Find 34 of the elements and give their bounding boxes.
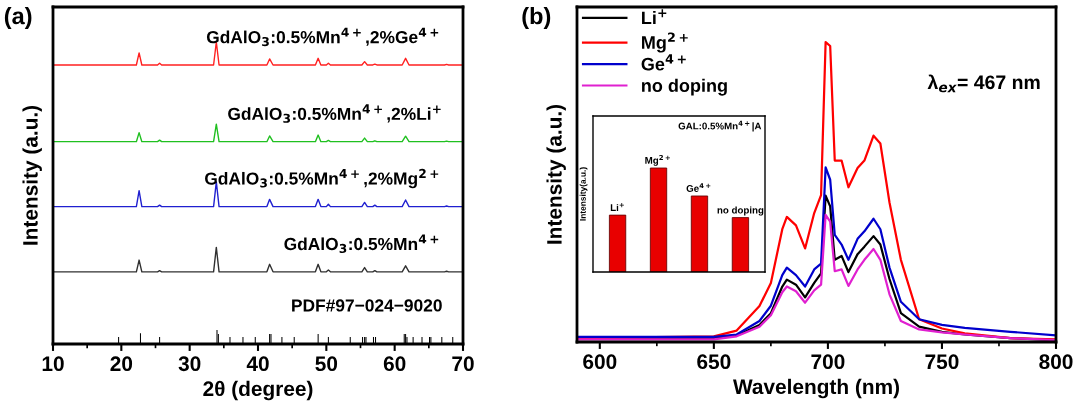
y-axis-title: Intensity (a.u.) — [22, 105, 42, 245]
y-axis-title: Intensity(a.u.) — [579, 167, 588, 221]
annotation: λ$_{ex}$= 467 nm — [927, 74, 1040, 93]
bar — [649, 167, 668, 272]
x-tick-label: 50 — [315, 356, 338, 372]
legend-label: no doping — [642, 78, 727, 96]
x-tick-label: 600 — [583, 354, 617, 370]
x-tick-label: 20 — [110, 356, 133, 372]
x-tick-label: 800 — [1039, 354, 1073, 370]
x-tick-label: 10 — [42, 356, 64, 372]
y-axis-title: Intensity (a.u.) — [546, 104, 566, 244]
x-tick-label: 70 — [452, 356, 474, 372]
x-tick-label: 700 — [811, 354, 845, 370]
bar — [608, 214, 627, 272]
chart-title: (a) — [4, 7, 32, 30]
x-axis-title: Wavelength (nm) — [733, 378, 899, 399]
series-label: GdAlO$_{3}$:0.5%Mn$^{4+}$,2%Mg$^{2+}$ — [205, 168, 439, 189]
x-axis-title: 2θ (degree) — [203, 380, 313, 401]
series-label: GdAlO$_{3}$:0.5%Mn$^{4+}$,2%Ge$^{4+}$ — [206, 27, 439, 47]
bar — [731, 217, 750, 272]
x-tick-label: 750 — [925, 354, 959, 370]
x-tick-label: 30 — [178, 356, 201, 372]
x-tick-label: 40 — [246, 356, 269, 372]
series-label: GdAlO$_{3}$:0.5%Mn$^{4+}$ — [284, 234, 439, 254]
chart-title: GAL:0.5%Mn$^{4+}$|A — [678, 120, 762, 132]
legend-label: Li$^{+}$ — [642, 9, 667, 25]
x-tick-label: 650 — [697, 354, 731, 370]
bar — [690, 195, 709, 272]
chart-title: (b) — [522, 7, 551, 30]
series-label: PDF#97−024−9020 — [292, 299, 442, 312]
legend-label: Ge$^{4+}$ — [641, 54, 686, 71]
x-tick-label: 60 — [383, 356, 406, 372]
legend-label: Mg$^{2+}$ — [642, 32, 688, 53]
series-label: GdAlO$_{3}$:0.5%Mn$^{4+}$,2%Li$^{+}$ — [228, 104, 441, 123]
